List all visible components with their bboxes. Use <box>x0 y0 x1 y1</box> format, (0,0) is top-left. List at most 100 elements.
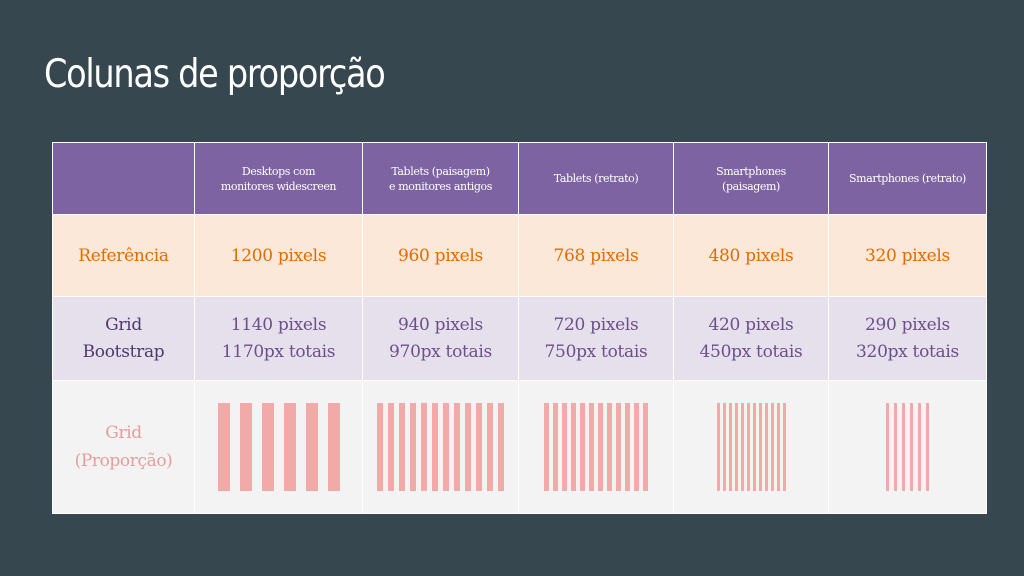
slide-title: Colunas de proporção <box>44 52 386 97</box>
grid-column-bar <box>421 403 427 491</box>
reference-value: 480 pixels <box>673 214 829 297</box>
grid-column-bar <box>432 403 438 491</box>
row-label-line: Grid <box>105 314 142 335</box>
proportion-cell <box>362 380 519 514</box>
grid-column-bar <box>926 403 929 491</box>
reference-row: Referência 1200 pixels 960 pixels 768 pi… <box>52 214 987 297</box>
header-smartphones-portrait: Smartphones (retrato) <box>828 142 987 215</box>
grid-column-bar <box>734 403 738 491</box>
grid-column-bar <box>327 403 340 491</box>
grid-column-bar <box>443 403 449 491</box>
proportion-cell <box>828 380 987 514</box>
bootstrap-cell: 940 pixels 970px totais <box>362 296 519 381</box>
grid-column-bar <box>910 403 913 491</box>
bootstrap-cell: 420 pixels 450px totais <box>673 296 829 381</box>
grid-column-bar <box>544 403 549 491</box>
row-label-reference: Referência <box>52 214 195 297</box>
grid-column-bar <box>616 403 621 491</box>
header-empty-cell <box>52 142 195 215</box>
row-label-line: Grid <box>105 423 142 443</box>
grid-column-bar <box>388 403 394 491</box>
grid-column-bar <box>410 403 416 491</box>
column-visual <box>829 381 986 513</box>
header-line: (paisagem) <box>722 179 780 193</box>
grid-column-bar <box>465 403 471 491</box>
grid-column-bar <box>625 403 630 491</box>
column-visual <box>195 381 362 513</box>
header-smartphones-landscape: Smartphones (paisagem) <box>673 142 829 215</box>
bootstrap-width: 720 pixels <box>553 314 639 335</box>
header-line: Smartphones <box>716 164 786 178</box>
grid-column-bar <box>239 403 252 491</box>
column-visual <box>674 381 828 513</box>
grid-column-bar <box>758 403 762 491</box>
header-line: Tablets (retrato) <box>553 172 639 185</box>
grid-column-bar <box>598 403 603 491</box>
grid-column-bar <box>894 403 897 491</box>
proportion-table: Desktops com monitores widescreen Tablet… <box>52 142 987 514</box>
proportion-cell <box>673 380 829 514</box>
reference-value: 320 pixels <box>828 214 987 297</box>
header-line: Smartphones (retrato) <box>849 172 966 185</box>
grid-column-bar <box>487 403 493 491</box>
grid-column-bar <box>643 403 648 491</box>
grid-column-bar <box>722 403 726 491</box>
bootstrap-width: 940 pixels <box>398 314 483 335</box>
header-line: Desktops com <box>241 164 316 178</box>
row-label-line: Bootstrap <box>82 341 165 362</box>
grid-column-bar <box>770 403 774 491</box>
grid-column-bar <box>454 403 460 491</box>
header-line: e monitores antigos <box>389 179 492 193</box>
grid-column-bar <box>740 403 744 491</box>
bootstrap-total: 450px totais <box>699 341 803 362</box>
row-label-line: (Proporção) <box>74 451 173 471</box>
proportion-row: Grid (Proporção) <box>52 380 987 514</box>
grid-column-bar <box>283 403 296 491</box>
grid-column-bar <box>634 403 639 491</box>
grid-column-bar <box>571 403 576 491</box>
grid-column-bar <box>217 403 230 491</box>
grid-column-bar <box>782 403 786 491</box>
grid-column-bar <box>476 403 482 491</box>
header-line: Tablets (paisagem) <box>391 164 490 178</box>
header-row: Desktops com monitores widescreen Tablet… <box>52 142 987 215</box>
bootstrap-cell: 1140 pixels 1170px totais <box>194 296 363 381</box>
bootstrap-width: 1140 pixels <box>230 314 327 335</box>
bootstrap-width: 420 pixels <box>708 314 794 335</box>
grid-column-bar <box>607 403 612 491</box>
grid-column-bar <box>764 403 768 491</box>
header-tablets-portrait: Tablets (retrato) <box>518 142 674 215</box>
grid-column-bar <box>918 403 921 491</box>
header-desktops: Desktops com monitores widescreen <box>194 142 363 215</box>
grid-column-bar <box>553 403 558 491</box>
header-line: monitores widescreen <box>220 179 337 193</box>
grid-column-bar <box>886 403 889 491</box>
grid-column-bar <box>305 403 318 491</box>
bootstrap-row: Grid Bootstrap 1140 pixels 1170px totais… <box>52 296 987 381</box>
grid-column-bar <box>399 403 405 491</box>
grid-column-bar <box>716 403 720 491</box>
proportion-cell <box>518 380 674 514</box>
bootstrap-total: 970px totais <box>389 341 492 362</box>
bootstrap-total: 750px totais <box>544 341 648 362</box>
grid-column-bar <box>752 403 756 491</box>
bootstrap-total: 320px totais <box>856 341 959 362</box>
column-visual <box>363 381 518 513</box>
bootstrap-cell: 290 pixels 320px totais <box>828 296 987 381</box>
grid-column-bar <box>589 403 594 491</box>
proportion-cell <box>194 380 363 514</box>
grid-column-bar <box>776 403 780 491</box>
column-visual <box>519 381 673 513</box>
grid-column-bar <box>728 403 732 491</box>
row-label-proportion: Grid (Proporção) <box>52 380 195 514</box>
grid-column-bar <box>580 403 585 491</box>
grid-column-bar <box>746 403 750 491</box>
bootstrap-total: 1170px totais <box>221 341 336 362</box>
grid-column-bar <box>377 403 383 491</box>
header-tablets-landscape: Tablets (paisagem) e monitores antigos <box>362 142 519 215</box>
reference-value: 768 pixels <box>518 214 674 297</box>
grid-column-bar <box>562 403 567 491</box>
reference-value: 1200 pixels <box>194 214 363 297</box>
reference-value: 960 pixels <box>362 214 519 297</box>
grid-column-bar <box>261 403 274 491</box>
